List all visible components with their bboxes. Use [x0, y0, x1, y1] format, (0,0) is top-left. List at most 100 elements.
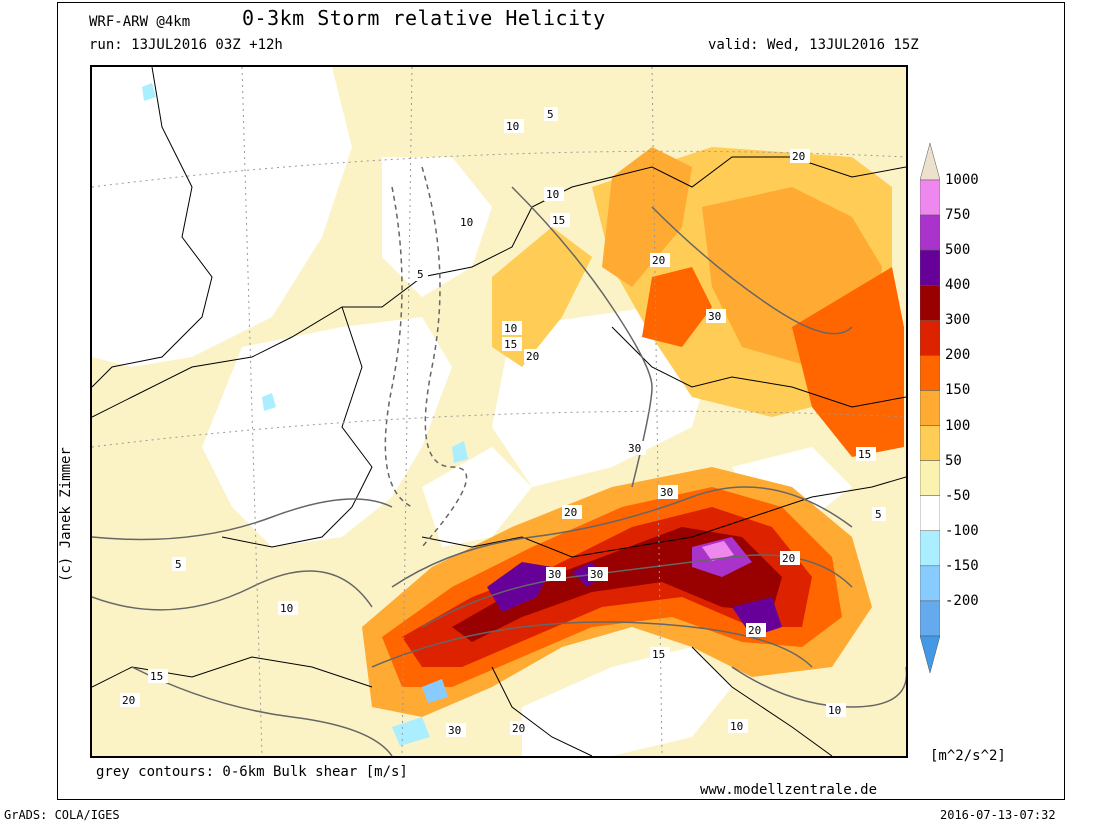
colorbar-tick-label: 50 — [945, 452, 962, 469]
colorbar-tick-label: 750 — [945, 207, 971, 224]
contour-label: 20 — [120, 693, 140, 707]
svg-text:5: 5 — [175, 558, 182, 571]
colorbar-tick-label: -100 — [945, 522, 979, 539]
contour-label: 20 — [746, 623, 766, 637]
contour-label: 15 — [856, 447, 876, 461]
run-label: run: 13JUL2016 03Z +12h — [89, 37, 283, 53]
colorbar-tick-label: 100 — [945, 417, 971, 434]
svg-text:15: 15 — [504, 338, 517, 351]
contour-label: 30 — [588, 567, 608, 581]
map-title: 0-3km Storm relative Helicity — [242, 6, 606, 30]
neutral-regions — [92, 67, 852, 756]
svg-text:15: 15 — [858, 448, 871, 461]
contour-label: 10 — [278, 601, 298, 615]
website-label: www.modellzentrale.de — [700, 782, 878, 798]
svg-text:10: 10 — [730, 720, 743, 733]
figure-frame — [57, 2, 1065, 800]
colorbar-swatch — [920, 390, 940, 426]
contour-label: 20 — [524, 349, 544, 363]
svg-text:30: 30 — [548, 568, 561, 581]
colorbar-tick-label: 500 — [945, 242, 971, 259]
contour-label: 10 — [544, 187, 564, 201]
svg-text:20: 20 — [564, 506, 577, 519]
valid-time-label: valid: Wed, 13JUL2016 15Z — [708, 37, 919, 53]
contour-label: 20 — [562, 505, 582, 519]
lat-lon-grid — [92, 67, 906, 756]
contour-label: 30 — [626, 441, 646, 455]
contour-label: 15 — [550, 213, 570, 227]
svg-text:10: 10 — [460, 216, 473, 229]
contour-label: 30 — [546, 567, 566, 581]
contour-label: 10 — [728, 719, 748, 733]
svg-text:15: 15 — [552, 214, 565, 227]
contour-label: 30 — [446, 723, 466, 737]
svg-text:10: 10 — [506, 120, 519, 133]
contour-label: 15 — [148, 669, 168, 683]
contour-label: 20 — [780, 551, 800, 565]
colorbar-swatch — [920, 565, 940, 602]
contour-label: 5 — [414, 267, 428, 281]
svg-text:5: 5 — [417, 268, 424, 281]
contour-label: 10 — [826, 703, 846, 717]
svg-text:10: 10 — [504, 322, 517, 335]
contour-label: 10 — [458, 215, 478, 229]
svg-text:30: 30 — [660, 486, 673, 499]
colorbar-tick-label: 400 — [945, 277, 971, 294]
svg-text:5: 5 — [547, 108, 554, 121]
colorbar-swatch — [920, 284, 940, 321]
helicity-map: 10 5 10 20 10 15 20 30 5 10 15 20 30 30 … — [90, 65, 908, 758]
colorbar-tick-label: 150 — [945, 382, 971, 399]
svg-text:30: 30 — [448, 724, 461, 737]
svg-text:10: 10 — [828, 704, 841, 717]
colorbar-swatch — [920, 530, 940, 567]
colorbar-tick-label: 300 — [945, 312, 971, 329]
colorbar — [920, 143, 940, 673]
svg-text:20: 20 — [792, 150, 805, 163]
model-label: WRF-ARW @4km — [89, 14, 191, 30]
svg-text:5: 5 — [875, 508, 882, 521]
svg-text:30: 30 — [708, 310, 721, 323]
svg-text:15: 15 — [150, 670, 163, 683]
colorbar-swatch — [920, 635, 940, 673]
colorbar-swatch — [920, 425, 940, 461]
svg-text:10: 10 — [280, 602, 293, 615]
colorbar-tick-label: 200 — [945, 347, 971, 364]
svg-text:20: 20 — [748, 624, 761, 637]
colorbar-swatch — [920, 143, 940, 181]
author-credit: (c) Janek Zimmer — [58, 447, 74, 582]
moderate-helicity-bands — [492, 147, 904, 457]
contour-label: 15 — [502, 337, 522, 351]
contour-label: 30 — [658, 485, 678, 499]
svg-text:20: 20 — [512, 722, 525, 735]
svg-text:15: 15 — [652, 648, 665, 661]
colorbar-tick-label: -200 — [945, 592, 979, 609]
colorbar-tick-label: 1000 — [945, 172, 979, 188]
contour-label: 5 — [872, 507, 886, 521]
contour-label: 20 — [650, 253, 670, 267]
contour-label: 10 — [504, 119, 524, 133]
colorbar-swatch — [920, 214, 940, 251]
svg-text:30: 30 — [590, 568, 603, 581]
high-helicity-swath — [362, 467, 872, 717]
colorbar-swatches — [920, 143, 940, 673]
colorbar-swatch — [920, 355, 940, 391]
bulk-shear-contours — [92, 166, 906, 756]
render-timestamp: 2016-07-13-07:32 — [940, 808, 1056, 822]
negative-helicity-patches — [142, 83, 468, 746]
contour-label: 20 — [510, 721, 530, 735]
colorbar-units: [m^2/s^2] — [930, 748, 1006, 764]
svg-text:10: 10 — [546, 188, 559, 201]
svg-text:20: 20 — [782, 552, 795, 565]
svg-text:20: 20 — [526, 350, 539, 363]
grads-credit: GrADS: COLA/IGES — [4, 808, 120, 822]
svg-text:30: 30 — [628, 442, 641, 455]
contour-label: 10 — [502, 321, 522, 335]
contour-label: 5 — [544, 107, 558, 121]
contour-label-group: 10 5 10 20 10 15 20 30 5 10 15 20 30 30 … — [120, 107, 886, 737]
colorbar-swatch — [920, 179, 940, 216]
colorbar-swatch — [920, 460, 940, 496]
contour-legend-note: grey contours: 0-6km Bulk shear [m/s] — [96, 764, 408, 780]
colorbar-swatch — [920, 249, 940, 286]
contour-label: 15 — [650, 647, 670, 661]
map-canvas: 10 5 10 20 10 15 20 30 5 10 15 20 30 30 … — [92, 67, 906, 756]
